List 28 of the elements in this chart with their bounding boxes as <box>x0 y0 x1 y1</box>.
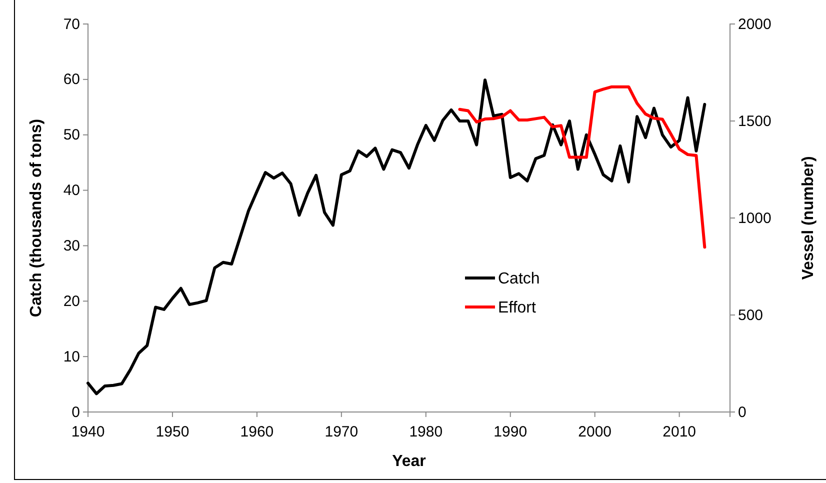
x-tick-label: 2000 <box>578 424 612 440</box>
x-tick-label: 1970 <box>324 424 358 440</box>
y-tick-label: 20 <box>63 292 80 310</box>
line-series <box>86 78 706 396</box>
y-tick-label: 50 <box>63 126 80 144</box>
y2-tick-label: 2000 <box>738 16 772 33</box>
line-series <box>458 85 706 249</box>
legend-label: Effort <box>498 300 536 317</box>
x-axis-title: Year <box>392 453 426 470</box>
y2-tick-label: 500 <box>738 306 764 324</box>
y-tick-label: 40 <box>63 182 80 200</box>
y-tick-label: 30 <box>63 238 80 255</box>
x-tick-label: 2010 <box>662 424 696 440</box>
x-tick-label: 1950 <box>156 424 190 440</box>
x-tick-label: 1990 <box>494 424 528 440</box>
y2-tick-label: 0 <box>738 404 746 421</box>
y-tick-label: 70 <box>63 16 80 33</box>
x-tick-label: 1960 <box>240 424 274 440</box>
y-tick-label: 10 <box>63 348 80 366</box>
y-tick-label: 0 <box>72 404 80 421</box>
x-tick-label: 1980 <box>409 424 443 440</box>
y-axis-title: Catch (thousands of tons) <box>28 118 45 318</box>
y2-tick-label: 1500 <box>738 112 772 130</box>
y-tick-label: 60 <box>63 71 80 88</box>
y2-tick-label: 1000 <box>738 210 772 227</box>
legend-label: Catch <box>498 270 540 288</box>
y2-axis-title: Vessel (number) <box>800 156 817 280</box>
x-tick-label: 1940 <box>71 424 105 440</box>
